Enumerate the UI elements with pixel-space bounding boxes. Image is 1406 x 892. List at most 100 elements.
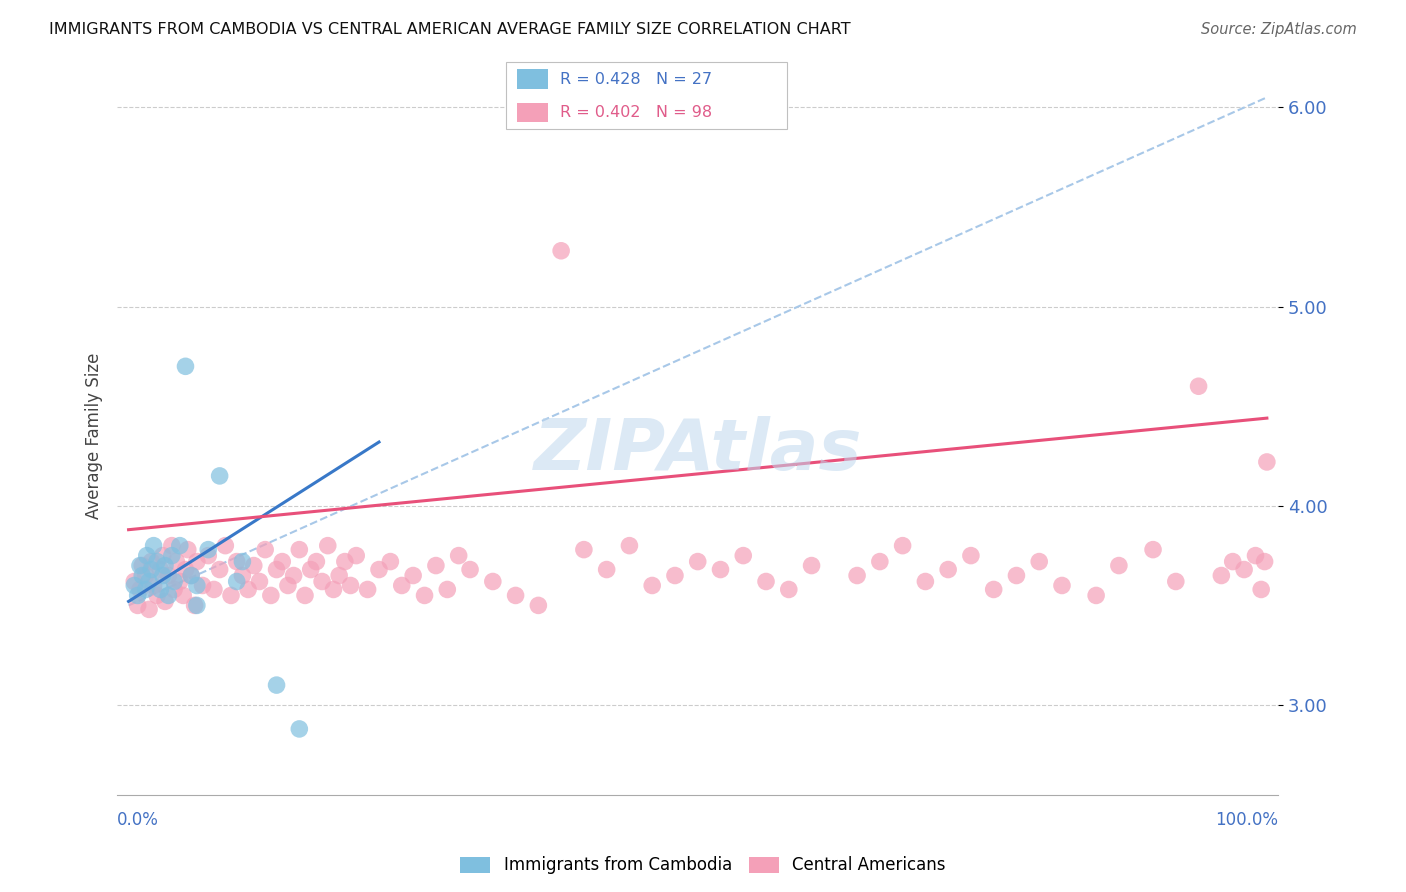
Point xyxy=(368,563,391,577)
Point xyxy=(1244,549,1267,563)
Point xyxy=(305,555,328,569)
Point xyxy=(1250,582,1272,597)
Point xyxy=(129,582,152,597)
Point xyxy=(254,542,277,557)
Point xyxy=(153,558,176,573)
Point xyxy=(266,678,288,692)
Point xyxy=(197,549,219,563)
Point xyxy=(294,589,316,603)
Point xyxy=(846,568,869,582)
Point xyxy=(131,568,153,582)
Point xyxy=(1256,455,1278,469)
Point xyxy=(482,574,505,589)
Point xyxy=(277,578,299,592)
Point xyxy=(135,582,157,597)
Point xyxy=(709,563,731,577)
Point xyxy=(127,599,149,613)
Text: 0.0%: 0.0% xyxy=(117,811,159,829)
Point xyxy=(169,574,191,589)
Point xyxy=(149,582,172,597)
Point xyxy=(186,578,208,592)
Point xyxy=(1233,563,1256,577)
Text: IMMIGRANTS FROM CAMBODIA VS CENTRAL AMERICAN AVERAGE FAMILY SIZE CORRELATION CHA: IMMIGRANTS FROM CAMBODIA VS CENTRAL AMER… xyxy=(49,22,851,37)
Point xyxy=(1164,574,1187,589)
Point xyxy=(191,578,214,592)
Point xyxy=(391,578,413,592)
Point xyxy=(153,594,176,608)
Point xyxy=(1187,379,1209,393)
Point xyxy=(231,568,253,582)
Point xyxy=(266,563,288,577)
Point xyxy=(328,568,350,582)
Point xyxy=(299,563,322,577)
Point xyxy=(1142,542,1164,557)
Point xyxy=(322,582,344,597)
Point xyxy=(983,582,1005,597)
Legend: Immigrants from Cambodia, Central Americans: Immigrants from Cambodia, Central Americ… xyxy=(456,851,950,880)
Point xyxy=(458,563,481,577)
Point xyxy=(186,555,208,569)
Point xyxy=(1028,555,1050,569)
Point xyxy=(183,599,205,613)
Point xyxy=(122,574,145,589)
Point xyxy=(180,568,202,582)
Point xyxy=(197,542,219,557)
Point xyxy=(447,549,470,563)
Point xyxy=(1085,589,1108,603)
Point xyxy=(1050,578,1073,592)
Y-axis label: Average Family Size: Average Family Size xyxy=(86,353,103,519)
Point xyxy=(249,574,271,589)
Point xyxy=(413,589,436,603)
Point xyxy=(172,589,194,603)
Point xyxy=(619,539,641,553)
Point xyxy=(169,539,191,553)
Point xyxy=(135,568,157,582)
Point xyxy=(664,568,686,582)
Point xyxy=(142,539,165,553)
Point xyxy=(1253,555,1275,569)
Point xyxy=(141,555,163,569)
Point xyxy=(288,722,311,736)
Point xyxy=(129,558,152,573)
Point xyxy=(165,555,187,569)
Point xyxy=(356,582,378,597)
Point xyxy=(163,582,186,597)
Point xyxy=(225,574,247,589)
Point xyxy=(180,568,202,582)
Point xyxy=(380,555,402,569)
Point xyxy=(231,555,253,569)
Point xyxy=(686,555,709,569)
Text: R = 0.402   N = 98: R = 0.402 N = 98 xyxy=(560,105,711,120)
Point xyxy=(800,558,823,573)
Text: ZIPAtlas: ZIPAtlas xyxy=(533,416,862,485)
Point xyxy=(914,574,936,589)
Point xyxy=(1108,558,1130,573)
Point xyxy=(891,539,914,553)
Point xyxy=(572,542,595,557)
Point xyxy=(214,539,236,553)
Text: Source: ZipAtlas.com: Source: ZipAtlas.com xyxy=(1201,22,1357,37)
Point xyxy=(283,568,305,582)
Point xyxy=(236,582,259,597)
Point xyxy=(869,555,891,569)
Point xyxy=(163,574,186,589)
Point xyxy=(288,542,311,557)
Point xyxy=(425,558,447,573)
Point xyxy=(138,602,160,616)
Point xyxy=(1005,568,1028,582)
Point xyxy=(436,582,458,597)
Point xyxy=(138,574,160,589)
Point xyxy=(160,539,183,553)
Point xyxy=(208,469,231,483)
Point xyxy=(402,568,425,582)
Point xyxy=(344,549,367,563)
Point xyxy=(1211,568,1233,582)
Point xyxy=(339,578,361,592)
Point xyxy=(174,563,197,577)
Point xyxy=(157,568,180,582)
Point xyxy=(142,578,165,592)
Point xyxy=(127,589,149,603)
Point xyxy=(311,574,333,589)
Point xyxy=(641,578,664,592)
Point xyxy=(333,555,356,569)
